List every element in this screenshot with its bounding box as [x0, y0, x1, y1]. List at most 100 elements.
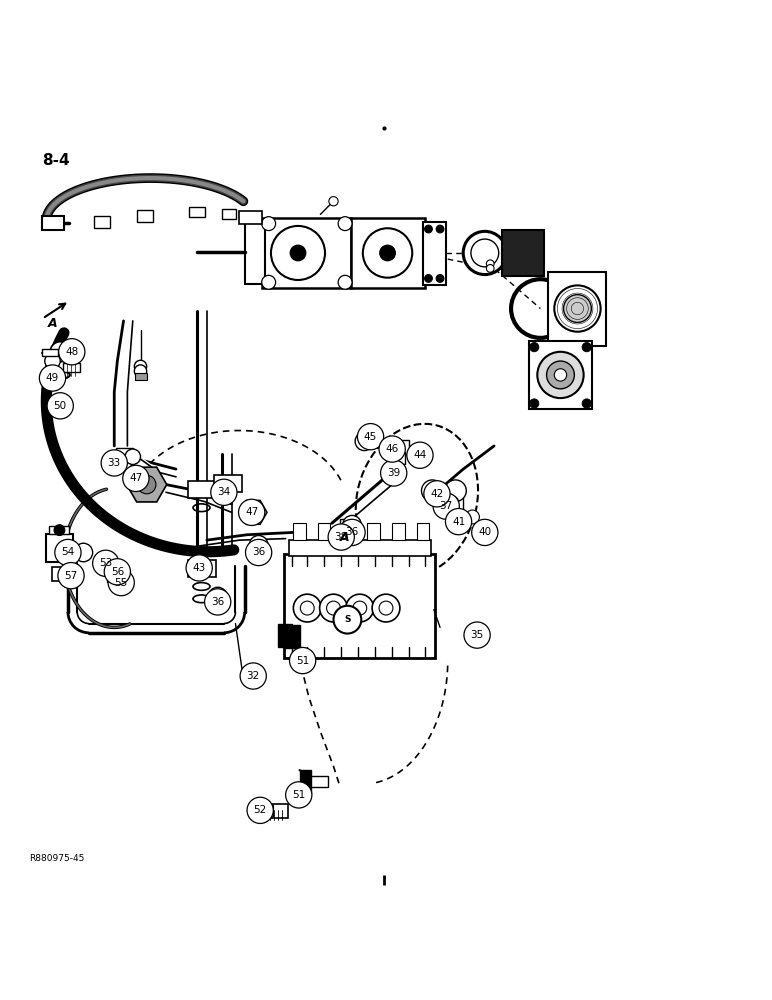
- Circle shape: [137, 475, 156, 494]
- Bar: [52, 567, 73, 581]
- Circle shape: [436, 225, 444, 233]
- Circle shape: [134, 360, 147, 373]
- Text: 36: 36: [252, 547, 266, 557]
- Circle shape: [466, 510, 479, 524]
- Bar: [222, 209, 236, 219]
- Circle shape: [107, 563, 122, 579]
- Text: 39: 39: [387, 468, 401, 478]
- Text: 50: 50: [53, 401, 67, 411]
- Circle shape: [554, 369, 567, 381]
- Circle shape: [58, 563, 84, 589]
- Circle shape: [433, 493, 459, 519]
- Circle shape: [339, 519, 365, 546]
- Bar: [259, 804, 288, 818]
- Text: 48: 48: [65, 347, 79, 357]
- Bar: [309, 776, 328, 787]
- Circle shape: [45, 353, 60, 369]
- Text: 45: 45: [364, 432, 378, 442]
- Circle shape: [271, 226, 325, 280]
- Text: 53: 53: [99, 558, 113, 568]
- Bar: [245, 221, 265, 284]
- Text: 47: 47: [129, 473, 143, 483]
- Circle shape: [486, 260, 494, 268]
- Bar: [529, 341, 592, 409]
- Bar: [188, 560, 216, 577]
- Circle shape: [547, 361, 574, 389]
- Circle shape: [381, 460, 407, 486]
- Circle shape: [262, 275, 276, 289]
- Circle shape: [425, 225, 432, 233]
- Bar: [392, 523, 405, 540]
- Text: 44: 44: [413, 450, 427, 460]
- Circle shape: [530, 343, 539, 352]
- Text: 51: 51: [292, 790, 306, 800]
- Text: 38: 38: [334, 532, 348, 542]
- Circle shape: [464, 622, 490, 648]
- Bar: [94, 216, 110, 228]
- Text: 41: 41: [452, 517, 466, 527]
- Circle shape: [338, 275, 352, 289]
- Circle shape: [50, 342, 70, 362]
- Circle shape: [123, 465, 149, 492]
- Text: R880975-45: R880975-45: [29, 854, 85, 863]
- Bar: [214, 475, 242, 492]
- Circle shape: [537, 352, 584, 398]
- Text: 43: 43: [192, 563, 206, 573]
- Circle shape: [320, 594, 347, 622]
- Circle shape: [379, 601, 393, 615]
- Bar: [42, 216, 64, 230]
- Circle shape: [47, 393, 73, 419]
- Circle shape: [380, 245, 395, 261]
- Circle shape: [208, 587, 227, 606]
- Circle shape: [134, 365, 147, 377]
- Text: 52: 52: [253, 805, 267, 815]
- Text: S: S: [344, 615, 350, 624]
- Circle shape: [290, 647, 316, 674]
- Circle shape: [379, 436, 405, 462]
- Bar: [49, 526, 69, 534]
- Circle shape: [328, 524, 354, 550]
- Bar: [351, 218, 425, 288]
- Circle shape: [249, 536, 268, 554]
- Bar: [284, 554, 435, 658]
- Bar: [278, 624, 292, 647]
- Bar: [137, 210, 153, 222]
- Circle shape: [96, 560, 112, 576]
- Text: A: A: [340, 531, 350, 544]
- Circle shape: [125, 449, 141, 464]
- Circle shape: [424, 481, 450, 507]
- Bar: [63, 363, 80, 372]
- Circle shape: [530, 399, 539, 408]
- Circle shape: [254, 540, 263, 549]
- Circle shape: [425, 275, 432, 282]
- Bar: [423, 222, 446, 285]
- Circle shape: [554, 285, 601, 332]
- Circle shape: [445, 480, 466, 502]
- Circle shape: [286, 782, 312, 808]
- Bar: [107, 571, 128, 582]
- Circle shape: [346, 594, 374, 622]
- Bar: [389, 452, 405, 464]
- Circle shape: [245, 539, 272, 566]
- Text: 54: 54: [61, 547, 75, 557]
- Circle shape: [93, 550, 119, 576]
- Circle shape: [54, 525, 65, 536]
- Circle shape: [343, 515, 361, 534]
- Circle shape: [582, 399, 591, 408]
- Text: 37: 37: [439, 501, 453, 511]
- Text: 33: 33: [107, 458, 121, 468]
- Circle shape: [446, 496, 459, 508]
- Circle shape: [407, 442, 433, 468]
- Bar: [340, 519, 358, 532]
- Circle shape: [445, 508, 472, 535]
- Bar: [384, 440, 409, 454]
- Circle shape: [463, 231, 506, 275]
- Bar: [290, 540, 431, 556]
- Text: 36: 36: [211, 597, 225, 607]
- Text: 36: 36: [345, 527, 359, 537]
- Circle shape: [471, 239, 499, 267]
- Circle shape: [383, 465, 401, 484]
- Circle shape: [363, 228, 412, 278]
- Circle shape: [101, 450, 127, 476]
- Circle shape: [372, 594, 400, 622]
